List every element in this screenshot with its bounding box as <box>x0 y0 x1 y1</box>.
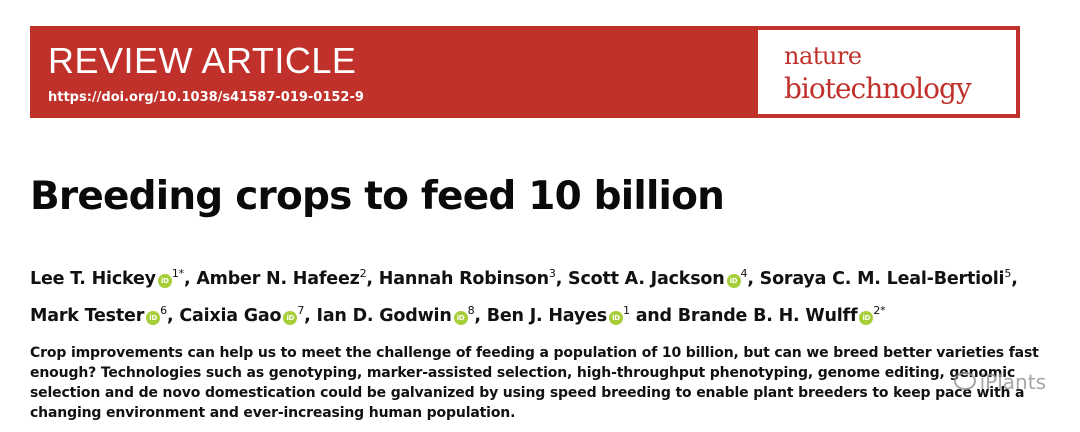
wechat-icon <box>953 372 976 390</box>
author-name[interactable]: Ian D. Godwin <box>316 306 452 326</box>
orcid-icon[interactable]: iD <box>453 311 468 325</box>
author-separator: , <box>183 269 197 289</box>
article-header-band: REVIEW ARTICLE https://doi.org/10.1038/s… <box>30 26 1020 118</box>
author-name[interactable]: Caixia Gao <box>179 306 282 326</box>
author-separator: , <box>304 306 317 326</box>
author-name[interactable]: Brande B. H. Wulff <box>677 306 858 326</box>
affiliation-marker[interactable]: 7 <box>297 304 305 317</box>
affiliation-marker[interactable]: 3 <box>548 267 556 280</box>
journal-name-line2: biotechnology <box>784 72 972 105</box>
affiliation-marker[interactable]: 4 <box>740 267 748 280</box>
abstract-line: selection and de novo domestication coul… <box>30 385 1025 401</box>
abstract: Crop improvements can help us to meet th… <box>30 343 1039 423</box>
abstract-line: Crop improvements can help us to meet th… <box>30 345 1039 361</box>
author-line: Lee T. Hickey iD1*, Amber N. Hafeez2, Han… <box>30 258 1060 295</box>
author-name[interactable]: Amber N. Hafeez <box>196 269 360 289</box>
author-name[interactable]: Soraya C. M. Leal-Bertioli <box>759 269 1005 289</box>
author-name[interactable]: Scott A. Jackson <box>568 269 725 289</box>
author-line: Mark Tester iD6, Caixia Gao iD7, Ian D. Go… <box>30 295 1060 332</box>
author-separator: , <box>366 269 379 289</box>
orcid-icon[interactable]: iD <box>859 311 874 325</box>
author-name[interactable]: Ben J. Hayes <box>486 306 607 326</box>
article-type-label: REVIEW ARTICLE <box>48 40 357 81</box>
affiliation-marker[interactable]: 8 <box>467 304 475 317</box>
watermark-text: iPlants <box>979 370 1046 394</box>
author-name[interactable]: Hannah Robinson <box>378 269 549 289</box>
orcid-icon[interactable]: iD <box>283 311 298 325</box>
journal-logo: nature biotechnology <box>758 30 1016 114</box>
affiliation-marker[interactable]: 1 <box>622 304 630 317</box>
author-separator: , <box>747 269 760 289</box>
orcid-icon[interactable]: iD <box>726 274 741 288</box>
author-name[interactable]: Lee T. Hickey <box>30 269 156 289</box>
affiliation-marker[interactable]: 1* <box>171 267 184 280</box>
affiliation-marker[interactable]: 6 <box>160 304 167 317</box>
doi-link[interactable]: https://doi.org/10.1038/s41587-019-0152-… <box>48 90 364 105</box>
orcid-icon[interactable]: iD <box>608 311 623 325</box>
orcid-icon[interactable]: iD <box>146 311 161 325</box>
author-name[interactable]: Mark Tester <box>30 306 145 326</box>
watermark: iPlants <box>953 370 1046 394</box>
journal-name-line1: nature <box>784 42 862 70</box>
author-separator: , <box>1011 269 1018 289</box>
author-separator: , <box>555 269 569 289</box>
author-separator: and <box>629 306 678 326</box>
orcid-icon[interactable]: iD <box>157 274 172 288</box>
author-separator: , <box>166 306 180 326</box>
paper-title: Breeding crops to feed 10 billion <box>30 174 725 219</box>
author-list: Lee T. Hickey iD1*, Amber N. Hafeez2, Han… <box>30 258 1060 332</box>
abstract-line: changing environment and ever-increasing… <box>30 405 516 421</box>
author-separator: , <box>474 306 487 326</box>
affiliation-marker[interactable]: 2* <box>873 304 886 317</box>
affiliation-marker[interactable]: 5 <box>1004 267 1012 280</box>
abstract-line: enough? Technologies such as genotyping,… <box>30 365 1016 381</box>
affiliation-marker[interactable]: 2 <box>359 267 367 280</box>
